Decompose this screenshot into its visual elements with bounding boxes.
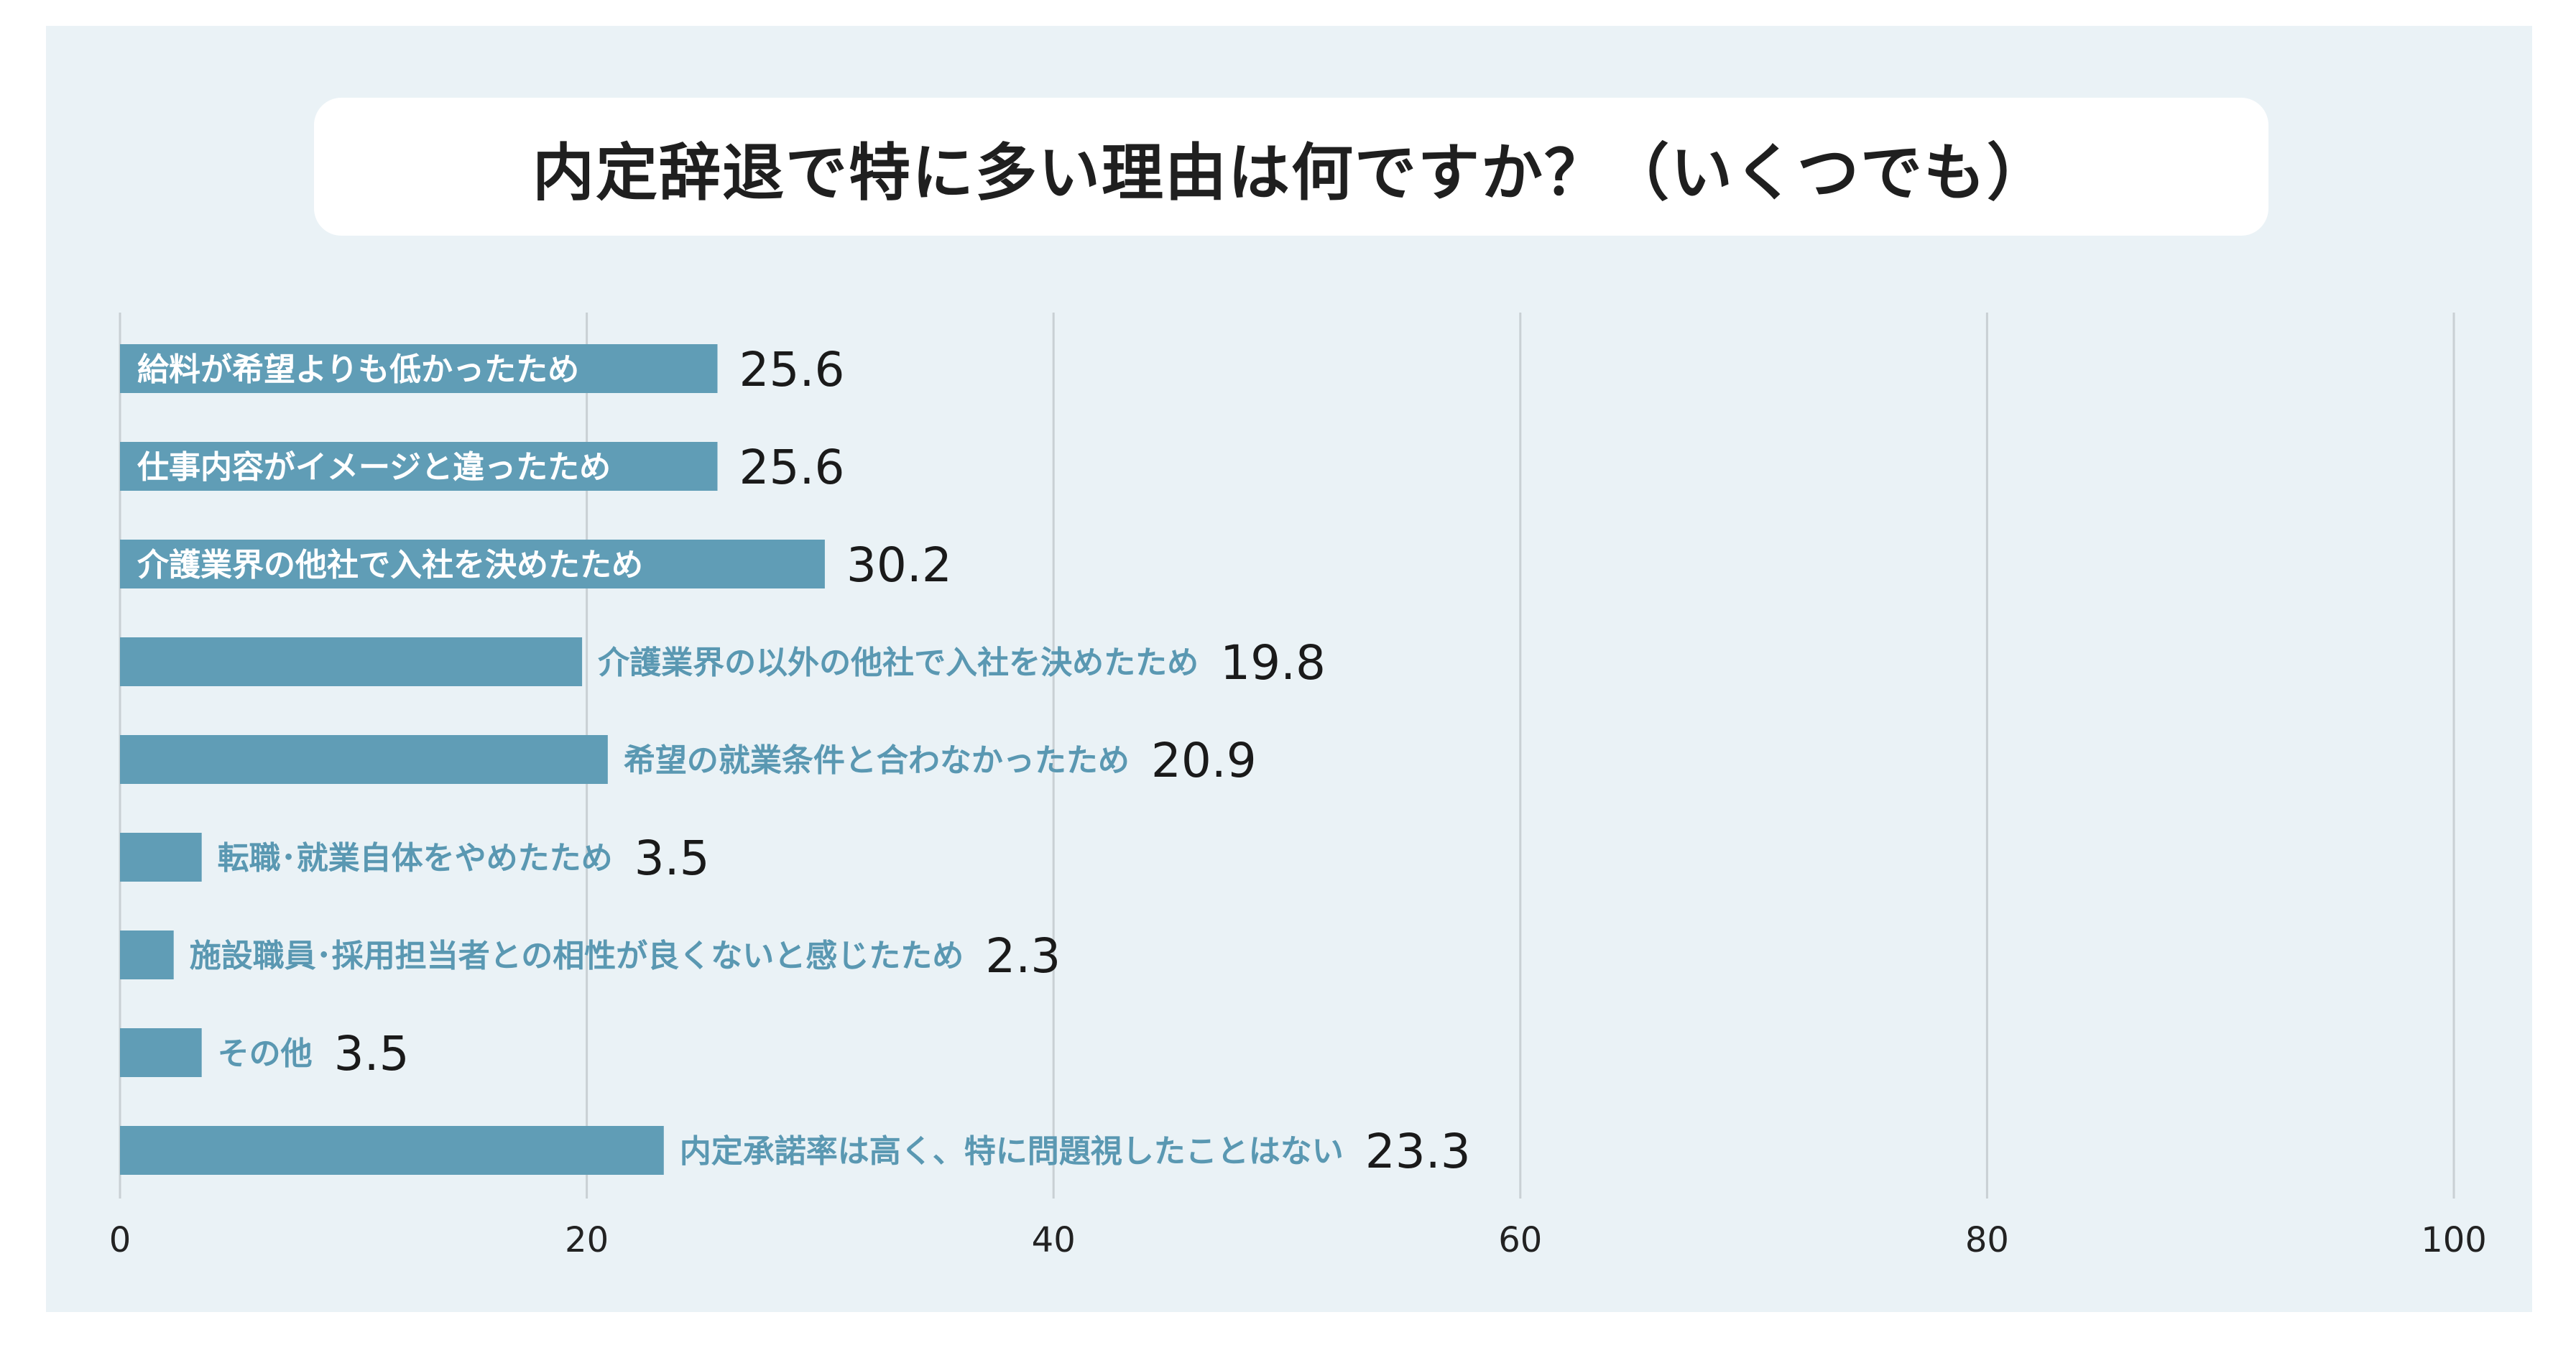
category-label: 介護業界の以外の他社で入社を決めたため bbox=[598, 645, 1199, 681]
x-tick-label: 40 bbox=[1032, 1220, 1076, 1260]
category-label: 給料が希望よりも低かったため bbox=[137, 351, 579, 388]
value-label: 25.6 bbox=[739, 440, 844, 495]
x-tick-label: 80 bbox=[1965, 1220, 2009, 1260]
bar-2 bbox=[120, 442, 718, 491]
bar-6 bbox=[120, 833, 202, 882]
category-label: 転職･就業自体をやめたため bbox=[218, 840, 613, 877]
chart-title-box: 内定辞退で特に多い理由は何ですか？（いくつでも） bbox=[314, 98, 2268, 236]
value-label: 19.8 bbox=[1220, 635, 1326, 691]
value-label: 3.5 bbox=[334, 1026, 410, 1081]
value-label: 2.3 bbox=[985, 928, 1061, 984]
x-tick-label: 60 bbox=[1498, 1220, 1542, 1260]
category-label: 施設職員･採用担当者との相性が良くないと感じたため bbox=[190, 938, 964, 974]
x-tick-label: 0 bbox=[109, 1220, 131, 1260]
bar-8 bbox=[120, 1028, 202, 1077]
value-label: 3.5 bbox=[634, 831, 710, 886]
bar-4 bbox=[120, 637, 583, 686]
bar-7 bbox=[120, 931, 174, 979]
bar-5 bbox=[120, 735, 608, 784]
value-label: 23.3 bbox=[1365, 1124, 1471, 1179]
bar-1 bbox=[120, 344, 718, 393]
category-label: 内定承諾率は高く、特に問題視したことはない bbox=[680, 1133, 1344, 1170]
x-tick-label: 20 bbox=[565, 1220, 609, 1260]
category-label: 仕事内容がイメージと違ったため bbox=[137, 449, 611, 486]
value-label: 30.2 bbox=[846, 537, 952, 593]
bar-3 bbox=[120, 540, 825, 588]
bar-9 bbox=[120, 1126, 664, 1175]
category-label: 介護業界の他社で入社を決めたため bbox=[137, 547, 643, 583]
category-label: その他 bbox=[218, 1035, 313, 1072]
chart-title: 内定辞退で特に多い理由は何ですか？（いくつでも） bbox=[532, 137, 2050, 209]
value-label: 25.6 bbox=[739, 342, 844, 397]
x-tick-label: 100 bbox=[2421, 1220, 2487, 1260]
category-label: 希望の就業条件と合わなかったため bbox=[624, 742, 1130, 779]
value-label: 20.9 bbox=[1151, 733, 1257, 788]
